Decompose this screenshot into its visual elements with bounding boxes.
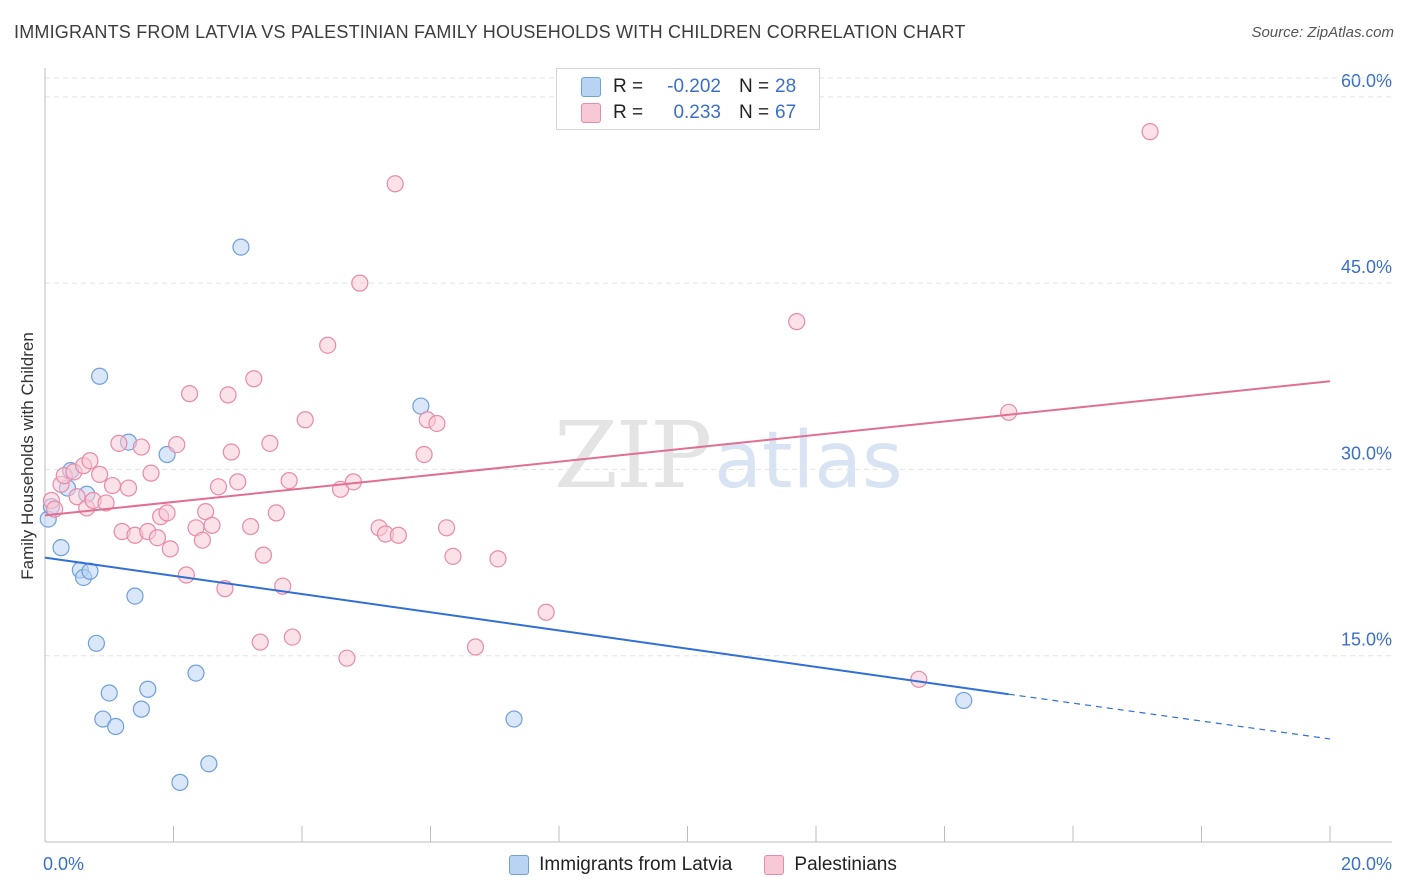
data-point-blue (171, 773, 189, 791)
data-point-blue (94, 710, 112, 728)
data-point-pink (222, 443, 240, 461)
correlation-legend: R = -0.202 N = 28 R = 0.233 N = 67 (556, 68, 820, 130)
data-point-pink (132, 438, 150, 456)
data-point-pink (68, 488, 86, 506)
data-point-blue (200, 755, 218, 773)
data-point-blue (232, 238, 250, 256)
x-tick-label: 20.0% (1341, 854, 1392, 874)
data-point-blue (505, 710, 523, 728)
data-point-pink (788, 313, 806, 331)
series-label-latvia: Immigrants from Latvia (539, 854, 733, 875)
data-point-blue (132, 700, 150, 718)
data-point-pink (142, 464, 160, 482)
legend-swatch-latvia (581, 77, 601, 97)
legend-row-palestinians: R = 0.233 N = 67 (581, 101, 796, 125)
y-tick-label: 60.0% (1341, 71, 1392, 91)
series-legend: Immigrants from Latvia Palestinians (0, 852, 1406, 878)
data-point-pink (910, 670, 928, 688)
data-point-pink (537, 603, 555, 621)
data-point-pink (229, 473, 247, 491)
data-point-pink (386, 175, 404, 193)
watermark-zip: ZIP (554, 402, 712, 509)
data-point-pink (97, 494, 115, 512)
data-point-pink (110, 434, 128, 452)
data-point-pink (389, 526, 407, 544)
data-point-pink (261, 434, 279, 452)
series-legend-palestinians[interactable]: Palestinians (764, 854, 897, 876)
data-point-pink (444, 547, 462, 565)
data-point-pink (466, 638, 485, 656)
data-point-pink (296, 411, 314, 429)
y-tick-label: 30.0% (1341, 443, 1392, 463)
data-point-pink (242, 517, 260, 536)
data-point-pink (280, 471, 298, 490)
source-credit: Source: ZipAtlas.com (1251, 24, 1394, 41)
legend-swatch-palestinians (581, 103, 601, 123)
watermark: ZIPatlas (554, 402, 903, 509)
series-label-palestinians: Palestinians (794, 854, 897, 875)
series-swatch-palestinians (764, 855, 785, 875)
data-point-pink (1141, 123, 1159, 141)
data-point-pink (103, 476, 122, 495)
trend-line-extension-blue (1008, 693, 1331, 740)
data-point-pink (254, 546, 273, 564)
data-point-blue (107, 717, 125, 736)
trend-line-blue (44, 556, 1009, 696)
data-point-pink (351, 274, 369, 292)
legend-r-label: R = (613, 102, 644, 123)
legend-n-value-latvia: 28 (775, 76, 797, 97)
data-point-blue (52, 539, 70, 557)
data-point-pink (158, 504, 176, 522)
data-point-pink (203, 516, 221, 534)
data-point-pink (161, 540, 179, 558)
data-point-pink (245, 370, 263, 388)
legend-n-value-palestinians: 67 (775, 102, 797, 123)
legend-r-value-palestinians: 0.233 (673, 102, 721, 123)
chart-title: IMMIGRANTS FROM LATVIA VS PALESTINIAN FA… (14, 22, 966, 42)
y-tick-label: 45.0% (1341, 257, 1392, 277)
data-point-pink (177, 566, 195, 584)
data-point-pink (319, 336, 337, 354)
y-tick-label: 15.0% (1341, 630, 1392, 650)
data-point-pink (193, 531, 212, 549)
data-point-blue (139, 680, 157, 698)
watermark-atlas: atlas (714, 416, 903, 506)
data-point-pink (415, 445, 433, 464)
data-point-pink (91, 465, 109, 483)
data-point-pink (1000, 403, 1018, 421)
series-swatch-latvia (509, 855, 530, 875)
legend-r-label: R = (613, 76, 644, 97)
data-point-pink (209, 478, 228, 496)
data-point-blue (187, 664, 205, 682)
y-axis-label: Family Households with Children (18, 332, 37, 580)
data-point-pink (437, 519, 456, 537)
data-point-pink (283, 628, 301, 646)
legend-row-latvia: R = -0.202 N = 28 (581, 75, 796, 99)
data-point-pink (219, 386, 237, 404)
data-point-pink (148, 529, 167, 547)
data-point-blue (955, 691, 973, 710)
legend-r-value-latvia: -0.202 (667, 76, 721, 97)
data-point-pink (489, 550, 507, 568)
data-point-pink (428, 414, 446, 433)
data-point-pink (81, 452, 99, 470)
legend-n-label: N = (739, 76, 770, 97)
data-point-blue (100, 684, 118, 702)
data-point-blue (126, 587, 144, 605)
data-point-blue (91, 367, 109, 385)
data-point-pink (251, 633, 269, 651)
data-point-pink (338, 649, 356, 667)
data-point-pink (119, 479, 138, 497)
data-point-pink (267, 504, 285, 522)
series-legend-latvia[interactable]: Immigrants from Latvia (509, 854, 732, 876)
trend-line-pink (44, 380, 1331, 517)
data-point-blue (87, 634, 106, 652)
x-tick-label: 0.0% (43, 854, 84, 874)
data-point-pink (180, 385, 199, 403)
data-point-pink (168, 435, 186, 454)
legend-n-label: N = (739, 102, 770, 123)
